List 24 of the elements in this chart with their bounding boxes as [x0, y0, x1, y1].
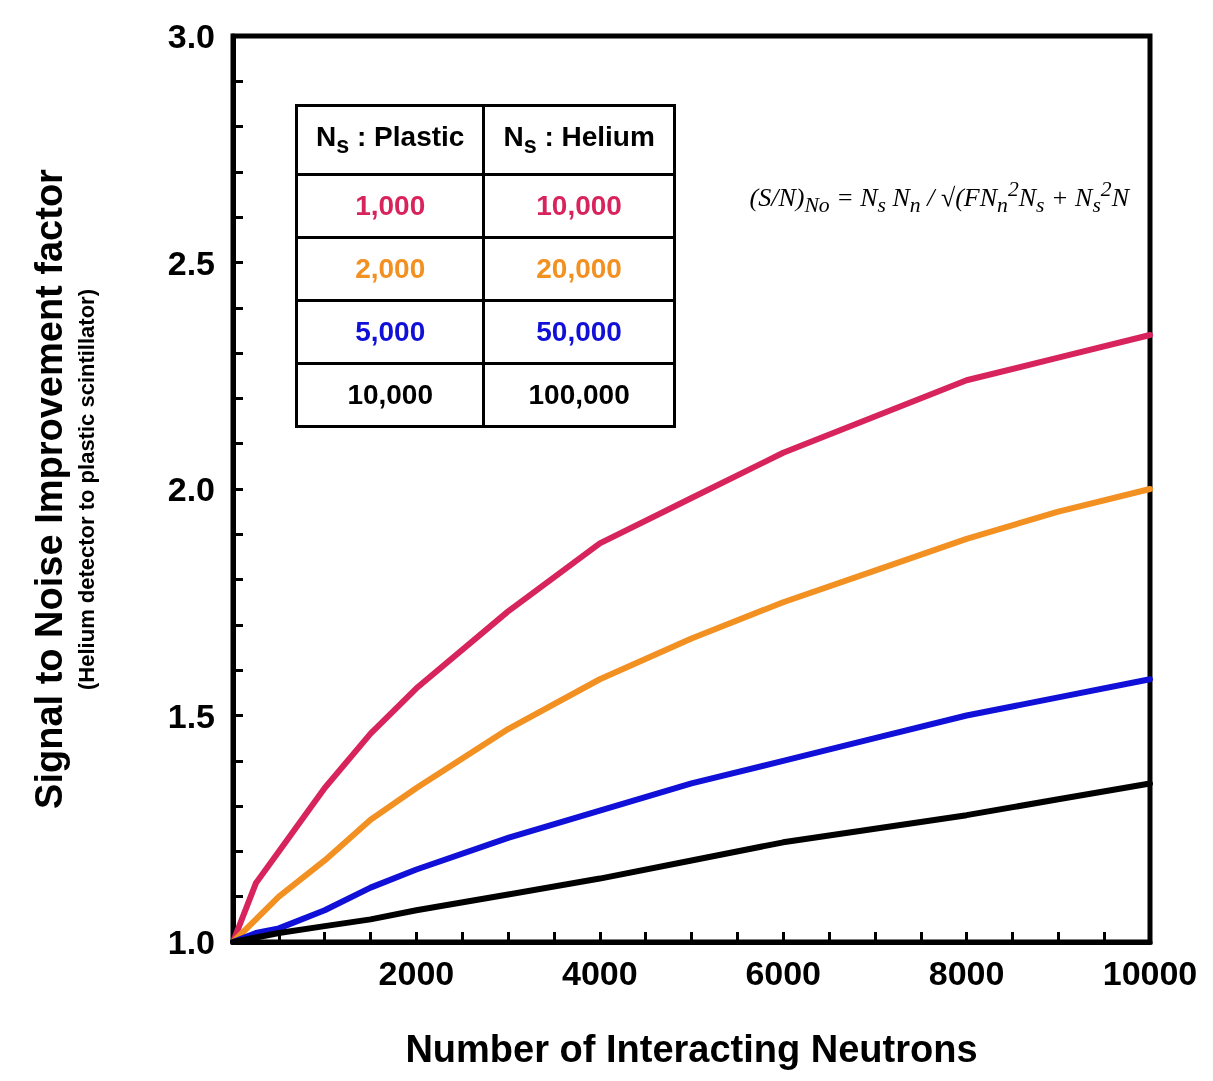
annotation: 50,000	[483, 300, 675, 364]
annotation: 100,000	[483, 363, 675, 427]
text: 10,000	[296, 363, 484, 427]
text: 2,000	[296, 237, 484, 301]
annotation: N$_{s}$ : Helium	[483, 105, 675, 175]
x-tick-label: 10000	[1102, 954, 1198, 992]
text: 5,000	[296, 300, 484, 364]
y-axis-title: Signal to Noise Improvement factor	[28, 168, 70, 809]
x-tick-label: 8000	[928, 954, 1005, 992]
text: (S/N)$_{No}$ = N$_{s}$ N$_{n}$ / √(FN$_{n}$$^{2}$N$_{s}$ + N$_{s}$$^{2}$N	[749, 177, 1129, 217]
x-tick-label: 6000	[745, 954, 822, 992]
annotation: 20,000	[483, 237, 675, 301]
y-tick-label: 1.5	[167, 696, 215, 735]
y-tick-label: 3.0	[167, 17, 215, 55]
x-tick-label: 2000	[378, 954, 455, 992]
annotation: 10,000	[483, 174, 675, 238]
x-axis-title: Number of Interacting Neutrons	[405, 1028, 978, 1070]
y-tick-label: 2.0	[167, 470, 215, 508]
x-tick-label: 4000	[561, 954, 638, 992]
text: (Helium detector to plastic scintillator)	[73, 289, 99, 690]
y-tick-label: 2.5	[167, 243, 215, 282]
annotation: N$_{s}$ : Plastic	[296, 105, 484, 175]
text: 1,000	[296, 174, 484, 238]
y-tick-label: 1.0	[167, 923, 215, 961]
